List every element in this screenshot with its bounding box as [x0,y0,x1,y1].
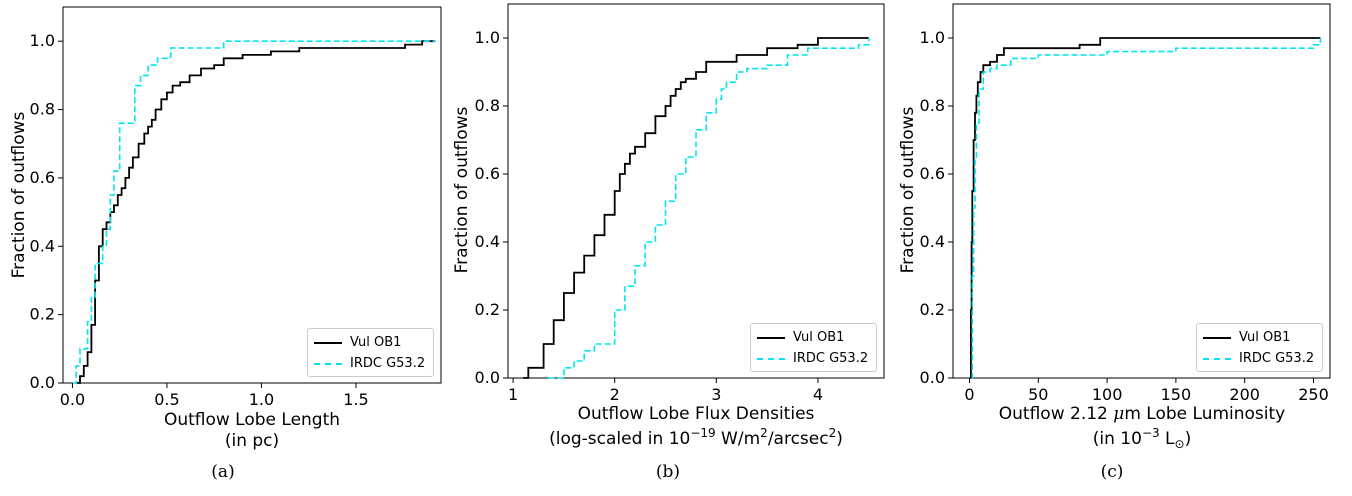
legend-solid-line-icon [1203,336,1231,339]
panel-b-x-tick-label: 2 [610,385,620,404]
panel-a-series-layer [72,40,436,384]
panel-c-xlabel1-b: m Lobe Luminosity [1124,404,1285,424]
panel-c-x-tick-label: 200 [1229,385,1260,404]
panel-c-axes-frame [952,3,1331,379]
panel-b-legend-entry-vul: Vul OB1 [757,327,870,348]
legend-dashed-line-icon [314,362,342,365]
panel-b-axes-frame [507,3,885,379]
panel-b-xlabel2-a: (log-scaled in 10 [549,429,690,449]
panel-a-y-tick-label: 0.6 [30,168,55,187]
panel-c-y-axis-label: Fraction of outflows [898,106,918,273]
panel-c-xlabel1-a: Outflow 2.12 [999,404,1114,424]
panel-c-y-tick-label: 0.0 [920,368,945,387]
panel-c-xlabel2-b: L [1160,429,1175,449]
legend-label: Vul OB1 [793,330,845,345]
legend-dashed-line-icon [757,357,785,360]
panel-a-x-tick-label: 0.0 [60,390,85,409]
legend-solid-line-icon [757,336,785,339]
legend-label: Vul OB1 [350,335,402,350]
panel-a: 0.0 0.5 1.0 1.5 0.0 0.2 0.4 0.6 0.8 1.0 Fraction … [9,6,442,451]
panel-b-y-tick-label: 0.2 [475,300,500,319]
panel-b-caption: (b) [655,462,681,482]
panel-c-xlabel1-mu: μ [1113,404,1124,424]
panel-c-xlabel2-sub: ⊙ [1175,437,1185,451]
panel-c-y-tick-label: 0.2 [920,300,945,319]
panel-a-y-tick-label: 0.4 [30,236,55,255]
panel-b-series-irdc-g53-2-line [548,38,870,379]
panel-c-x-tick-label: 100 [1092,385,1123,404]
panel-c-xlabel2-sup: −3 [1142,426,1160,440]
legend-label: Vul OB1 [1239,330,1291,345]
panel-b-x-tick-label: 3 [711,385,721,404]
panel-a-x-axis-label-line2: (in pc) [225,431,279,451]
panel-b: 1 2 3 4 0.0 0.2 0.4 0.6 0.8 1.0 Fraction of outfl… [452,3,885,449]
panel-a-legend-entry-vul: Vul OB1 [314,332,427,353]
panel-a-ticks-layer: 0.0 0.5 1.0 1.5 0.0 0.2 0.4 0.6 0.8 1.0 [30,31,369,409]
panel-c-x-axis-label-line1: Outflow 2.12 μm Lobe Luminosity [999,404,1285,424]
panel-b-series-vul-ob1-line [523,37,869,379]
panel-b-legend-entry-irdc: IRDC G53.2 [757,348,870,369]
panel-b-xlabel2-d: ) [836,429,843,449]
panel-c: 0 50 100 150 200 250 0.0 0.2 0.4 0.6 0.8 1.0 Fracti… [898,3,1331,451]
panel-c-y-tick-label: 1.0 [920,28,945,47]
panel-c-xlabel2-a: (in 10 [1093,429,1142,449]
panel-b-x-axis-label-line1: Outflow Lobe Flux Densities [578,404,815,424]
panel-b-x-tick-label: 4 [813,385,823,404]
panel-c-series-layer [970,37,1322,379]
panel-a-x-tick-label: 0.5 [154,390,179,409]
panel-b-series-layer [523,37,870,379]
panel-b-legend: Vul OB1 IRDC G53.2 [750,323,877,372]
panel-c-xlabel2-c: ) [1185,429,1192,449]
panel-c-y-tick-label: 0.8 [920,96,945,115]
panel-c-legend-entry-vul: Vul OB1 [1203,327,1316,348]
panel-a-series-irdc-g53-2-line [72,40,436,384]
panel-a-y-tick-label: 0.0 [30,373,55,392]
panel-b-xlabel2-c: /arcsec [768,429,829,449]
panel-c-y-tick-label: 0.6 [920,164,945,183]
panel-a-caption: (a) [211,462,235,482]
panel-a-axes-frame [62,6,442,384]
panel-a-y-tick-label: 0.8 [30,100,55,119]
panel-a-y-tick-label: 1.0 [30,31,55,50]
panel-c-x-tick-label: 50 [1028,385,1048,404]
panel-b-xlabel2-sup2: 2 [760,426,768,440]
panel-b-x-axis-label-line2: (log-scaled in 10−19 W/m2/arcsec2) [549,426,843,449]
panel-a-legend: Vul OB1 IRDC G53.2 [307,328,434,377]
legend-dashed-line-icon [1203,357,1231,360]
panel-b-x-tick-label: 1 [508,385,518,404]
panel-b-y-axis-label: Fraction of outflows [452,106,472,273]
panel-c-caption: (c) [1100,462,1124,482]
panel-b-xlabel2-sup3: 2 [829,426,837,440]
panel-b-xlabel2-b: W/m [716,429,761,449]
panel-c-legend-entry-irdc: IRDC G53.2 [1203,348,1316,369]
panel-c-legend: Vul OB1 IRDC G53.2 [1196,323,1323,372]
panel-c-ticks-layer: 0 50 100 150 200 250 0.0 0.2 0.4 0.6 0.8 1.0 [920,28,1329,404]
panel-c-y-tick-label: 0.4 [920,232,945,251]
panel-c-x-tick-label: 250 [1298,385,1329,404]
panel-a-series-vul-ob1-line [76,40,436,384]
panel-a-y-tick-label: 0.2 [30,305,55,324]
panel-c-x-axis-label-line2: (in 10−3 L⊙) [1093,426,1191,451]
panel-b-xlabel2-sup1: −19 [690,426,715,440]
panel-b-y-tick-label: 0.4 [475,232,500,251]
panel-b-ticks-layer: 1 2 3 4 0.0 0.2 0.4 0.6 0.8 1.0 [475,28,823,404]
panel-a-x-tick-label: 1.0 [249,390,274,409]
panel-a-x-axis-label-line1: Outflow Lobe Length [164,410,340,430]
legend-label: IRDC G53.2 [350,356,426,371]
panel-a-x-tick-label: 1.5 [343,390,368,409]
panel-a-legend-entry-irdc: IRDC G53.2 [314,353,427,374]
panel-c-x-tick-label: 0 [964,385,974,404]
panel-a-y-axis-label: Fraction of outflows [9,111,29,278]
panel-b-y-tick-label: 1.0 [475,28,500,47]
panel-b-y-tick-label: 0.8 [475,96,500,115]
legend-label: IRDC G53.2 [1239,351,1315,366]
panel-b-y-tick-label: 0.6 [475,164,500,183]
panel-b-y-tick-label: 0.0 [475,368,500,387]
panel-c-series-irdc-g53-2-line [971,38,1322,379]
legend-label: IRDC G53.2 [793,351,869,366]
legend-solid-line-icon [314,341,342,344]
panel-c-x-tick-label: 150 [1161,385,1192,404]
